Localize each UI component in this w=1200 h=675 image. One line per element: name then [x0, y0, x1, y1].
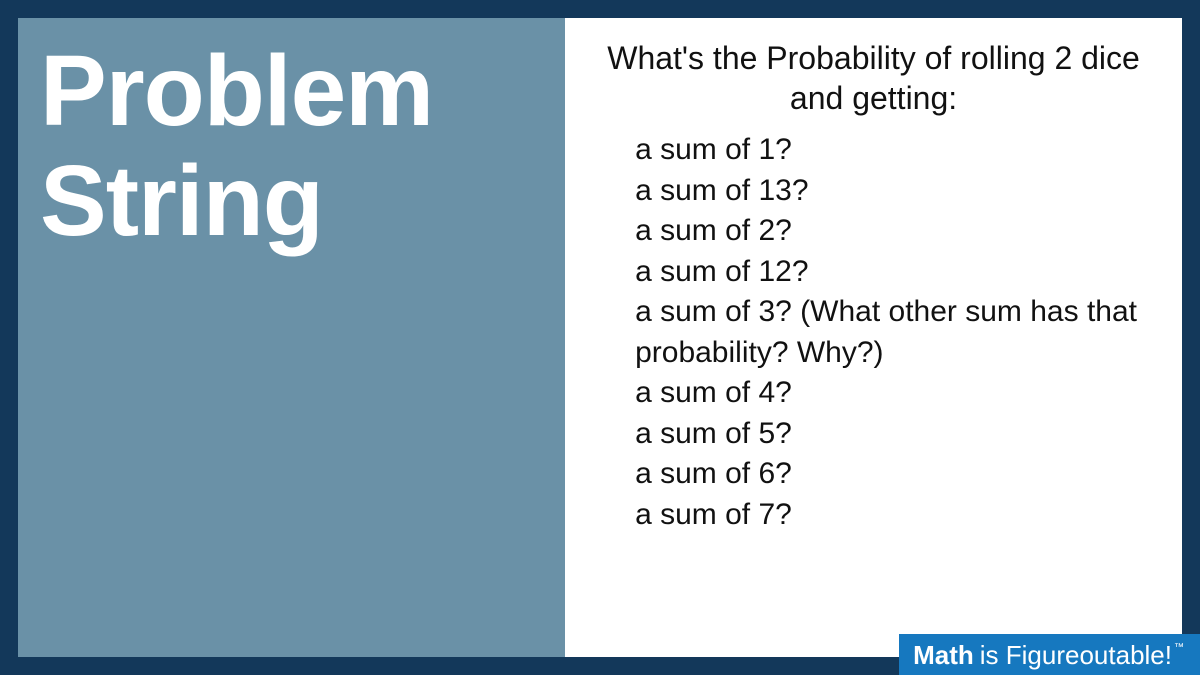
trademark-icon: ™ — [1174, 642, 1184, 653]
slide-inner: Problem String What's the Probability of… — [18, 18, 1182, 657]
brand-badge: Math is Figureoutable!™ — [899, 634, 1200, 675]
right-panel: What's the Probability of rolling 2 dice… — [565, 18, 1182, 657]
slide-frame: Problem String What's the Probability of… — [0, 0, 1200, 675]
list-item: a sum of 3? (What other sum has that pro… — [635, 292, 1148, 373]
list-item: a sum of 7? — [635, 495, 1148, 536]
list-item: a sum of 5? — [635, 414, 1148, 455]
badge-light-text: is Figureoutable!™ — [980, 640, 1184, 671]
badge-light-inner: is Figureoutable! — [980, 640, 1172, 670]
item-list: a sum of 1? a sum of 13? a sum of 2? a s… — [599, 130, 1148, 535]
list-item: a sum of 12? — [635, 252, 1148, 293]
title-line-2: String — [40, 146, 543, 256]
list-item: a sum of 4? — [635, 373, 1148, 414]
list-item: a sum of 13? — [635, 171, 1148, 212]
question-text: What's the Probability of rolling 2 dice… — [599, 38, 1148, 118]
title-line-1: Problem — [40, 36, 543, 146]
left-panel: Problem String — [18, 18, 565, 657]
list-item: a sum of 2? — [635, 211, 1148, 252]
badge-bold-text: Math — [913, 640, 974, 671]
list-item: a sum of 6? — [635, 454, 1148, 495]
list-item: a sum of 1? — [635, 130, 1148, 171]
slide-title: Problem String — [40, 36, 543, 256]
